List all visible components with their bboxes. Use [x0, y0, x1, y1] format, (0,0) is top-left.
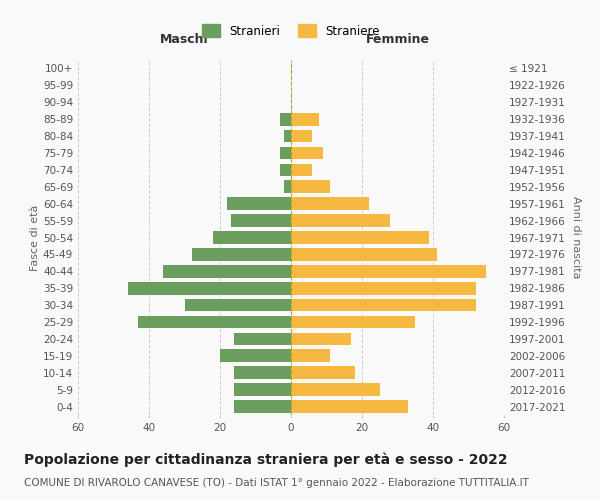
Bar — [234, 366, 291, 379]
Bar — [163, 265, 291, 278]
Bar — [139, 316, 291, 328]
Bar — [291, 400, 408, 413]
Y-axis label: Anni di nascita: Anni di nascita — [571, 196, 581, 279]
Text: COMUNE DI RIVAROLO CANAVESE (TO) - Dati ISTAT 1° gennaio 2022 - Elaborazione TUT: COMUNE DI RIVAROLO CANAVESE (TO) - Dati … — [24, 478, 529, 488]
Y-axis label: Fasce di età: Fasce di età — [30, 204, 40, 270]
Bar — [291, 164, 313, 176]
Bar — [213, 231, 291, 244]
Bar — [291, 231, 430, 244]
Bar — [280, 164, 291, 176]
Bar — [291, 366, 355, 379]
Bar — [291, 130, 313, 142]
Text: Maschi: Maschi — [160, 34, 209, 46]
Bar — [227, 198, 291, 210]
Bar — [128, 282, 291, 294]
Bar — [291, 282, 476, 294]
Bar — [220, 350, 291, 362]
Text: Femmine: Femmine — [365, 34, 430, 46]
Bar — [291, 384, 380, 396]
Legend: Stranieri, Straniere: Stranieri, Straniere — [197, 20, 385, 42]
Bar — [291, 299, 476, 312]
Bar — [291, 113, 319, 126]
Bar — [280, 113, 291, 126]
Bar — [234, 384, 291, 396]
Bar — [291, 214, 391, 227]
Bar — [284, 180, 291, 193]
Bar — [291, 146, 323, 160]
Bar — [291, 350, 330, 362]
Bar — [291, 332, 352, 345]
Bar — [230, 214, 291, 227]
Bar — [291, 248, 437, 260]
Bar — [191, 248, 291, 260]
Bar — [280, 146, 291, 160]
Bar — [291, 180, 330, 193]
Bar — [291, 198, 369, 210]
Bar — [284, 130, 291, 142]
Bar — [234, 332, 291, 345]
Bar — [234, 400, 291, 413]
Bar — [185, 299, 291, 312]
Bar — [291, 316, 415, 328]
Bar — [291, 265, 486, 278]
Text: Popolazione per cittadinanza straniera per età e sesso - 2022: Popolazione per cittadinanza straniera p… — [24, 452, 508, 467]
